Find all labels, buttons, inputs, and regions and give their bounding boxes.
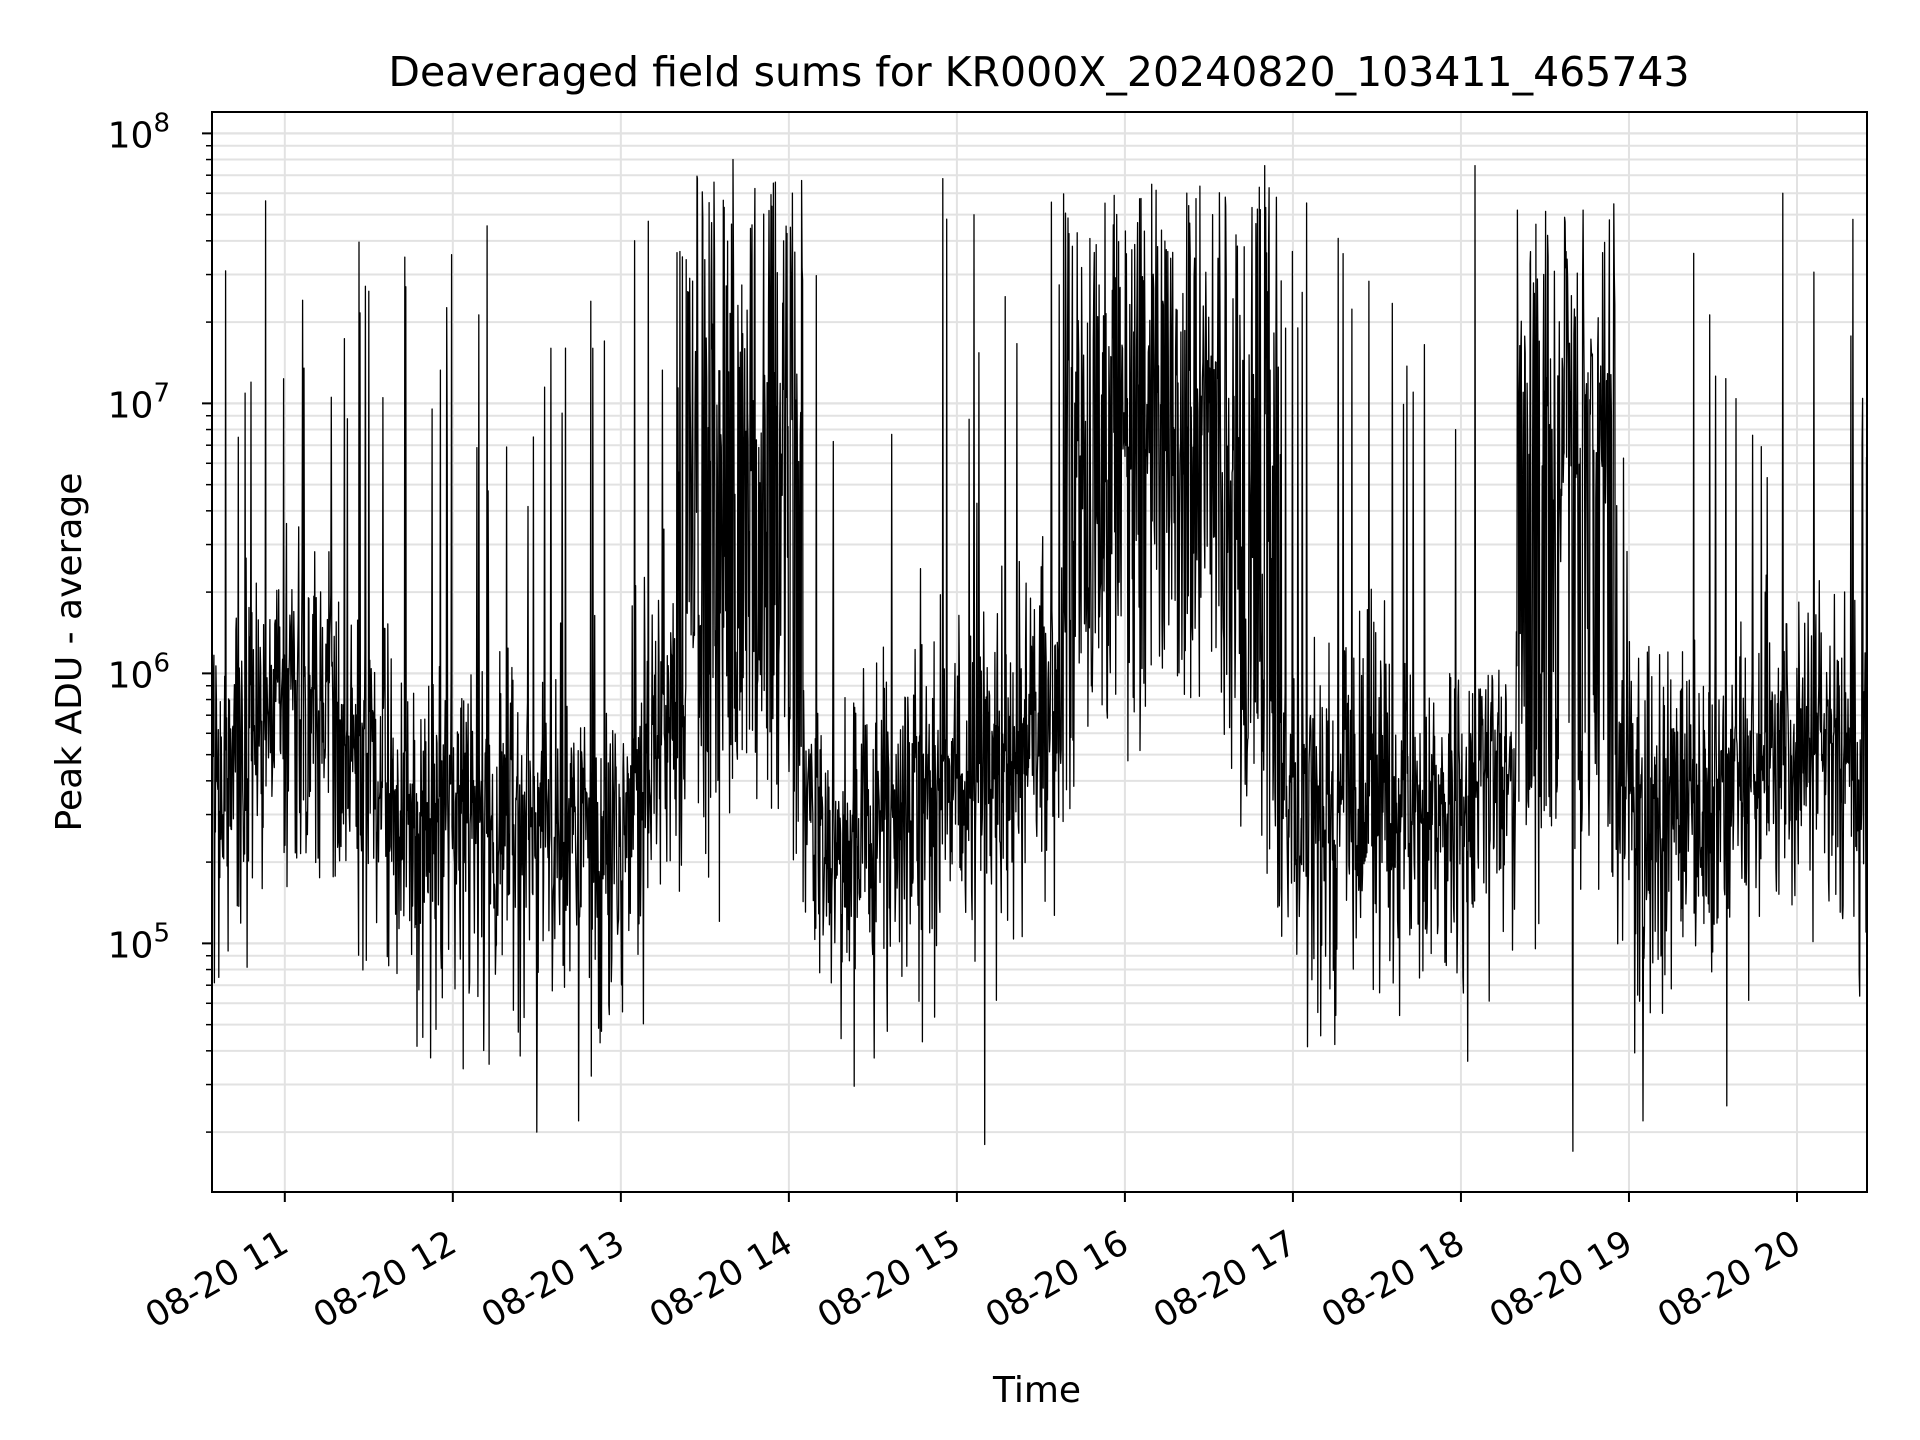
chart-title: Deaveraged field sums for KR000X_2024082… (388, 48, 1689, 96)
y-tick-label: 108 (108, 108, 170, 156)
y-tick-label: 107 (108, 378, 170, 426)
y-tick-label: 106 (108, 648, 170, 696)
y-axis: 105 106 107 108 (108, 108, 212, 1133)
y-tick-label: 105 (108, 918, 170, 966)
series-line-group (211, 158, 1868, 1152)
y-axis-label: Peak ADU - average (49, 473, 90, 832)
series-line (211, 158, 1868, 1152)
x-axis-label: Time (992, 1370, 1081, 1411)
plot-frame (211, 111, 1868, 1193)
grid (212, 112, 1867, 1192)
